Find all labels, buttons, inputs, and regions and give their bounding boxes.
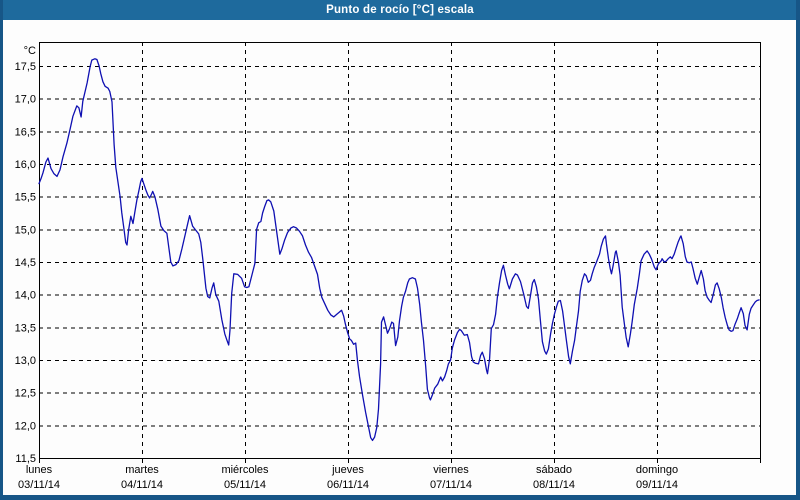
y-tick-label: 15,0 [15,224,36,236]
y-tick-label: 16,5 [15,126,36,138]
day-name-label: jueves [331,464,364,476]
day-name-label: domingo [636,464,678,476]
gridlines [39,42,760,459]
day-date-label: 06/11/14 [327,479,369,491]
window-title: Punto de rocío [°C] escala [326,4,474,16]
day-date-label: 08/11/14 [533,479,575,491]
y-tick-label: 16,0 [15,159,36,171]
x-axis-labels: lunes 03/11/14 martes 04/11/14 miércoles 05/1… [18,464,678,491]
y-tick-label: 14,5 [15,257,36,269]
day-date-label: 05/11/14 [224,479,266,491]
window-titlebar: Punto de rocío [°C] escala [0,0,800,20]
day-name-label: viernes [433,464,469,476]
day-name-label: miércoles [221,464,269,476]
x-axis-ticks [39,458,761,463]
y-tick-label: 15,5 [15,192,36,204]
day-date-label: 07/11/14 [430,479,472,491]
day-name-label: martes [125,464,159,476]
y-tick-label: 17,0 [15,94,36,106]
day-date-label: 03/11/14 [18,479,60,491]
y-tick-label: 11,5 [15,453,36,465]
y-tick-label: 12,0 [15,420,36,432]
day-name-label: lunes [26,464,53,476]
y-tick-label: 13,5 [15,322,36,334]
dew-point-series-line [38,58,760,442]
y-tick-label: 14,0 [15,290,36,302]
day-date-label: 09/11/14 [636,479,678,491]
day-name-label: sábado [536,464,572,476]
y-tick-label: 13,0 [15,355,36,367]
y-axis-unit-label: °C [24,45,36,57]
y-tick-label: 12,5 [15,388,36,400]
y-axis-labels: 11,5 12,0 12,5 13,0 13,5 14,0 14,5 15,0 15,5 16,0… [15,45,36,465]
day-date-label: 04/11/14 [121,479,163,491]
y-tick-label: 17,5 [15,61,36,73]
plot-border [39,42,761,459]
